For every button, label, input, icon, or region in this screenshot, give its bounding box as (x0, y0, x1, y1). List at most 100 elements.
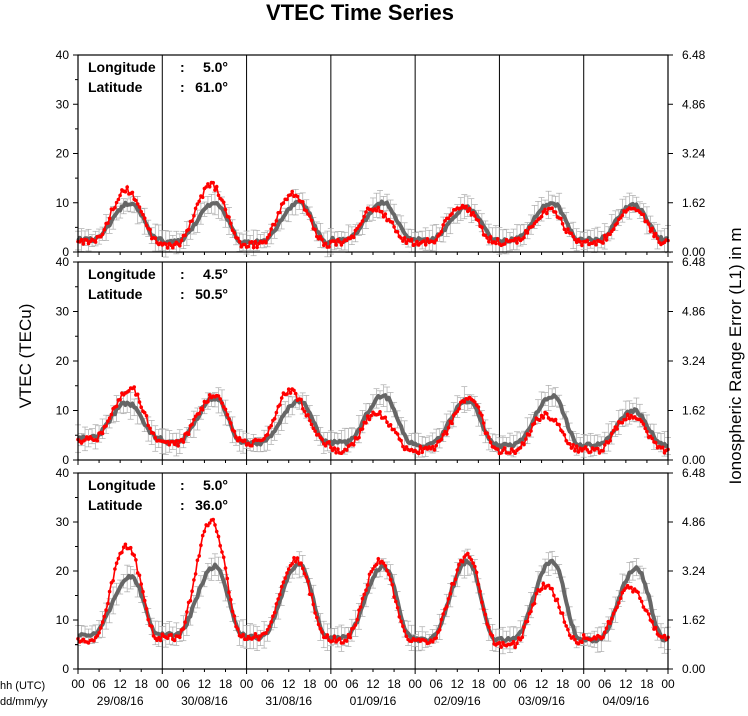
data-point (309, 218, 314, 223)
data-point (246, 244, 251, 249)
data-point (566, 227, 570, 231)
latitude-value: 36.0° (195, 497, 228, 513)
data-point (473, 400, 477, 404)
data-point (562, 620, 567, 624)
data-point (102, 614, 107, 619)
data-point (178, 635, 182, 639)
data-point (132, 385, 136, 389)
data-point (524, 437, 528, 441)
data-point (560, 222, 565, 226)
data-point (557, 422, 561, 427)
data-point (243, 438, 247, 443)
y-tick-label: 10 (56, 196, 70, 210)
data-point (292, 556, 296, 560)
data-point (441, 223, 446, 227)
data-point (320, 437, 324, 442)
data-point (135, 202, 140, 206)
data-point (214, 529, 219, 534)
y-tick-label: 30 (56, 515, 70, 529)
data-point (650, 226, 654, 231)
data-point (264, 240, 268, 245)
data-point (274, 410, 279, 415)
data-point (299, 397, 303, 402)
data-point (550, 586, 554, 591)
latitude-label: Latitude (88, 286, 143, 302)
data-point (573, 637, 577, 642)
data-point (615, 221, 619, 226)
y-tick-label: 20 (56, 147, 70, 161)
data-point (371, 567, 375, 571)
data-point (627, 416, 632, 421)
data-point (225, 576, 230, 581)
data-point (302, 409, 307, 414)
data-point (453, 577, 458, 581)
chart-title: VTEC Time Series (266, 0, 454, 25)
longitude-label: Longitude (88, 266, 156, 282)
plot-frame (77, 54, 669, 253)
data-point (323, 444, 328, 448)
data-point (332, 446, 337, 450)
data-point (127, 389, 131, 393)
data-point (460, 559, 465, 564)
data-point (585, 448, 589, 452)
data-point (316, 432, 321, 437)
data-point (638, 596, 642, 600)
data-point (232, 231, 237, 235)
data-point (207, 393, 212, 397)
data-point (624, 417, 628, 422)
data-point (185, 610, 189, 614)
right-tick-label: 3.24 (682, 564, 706, 578)
data-point (357, 608, 361, 612)
data-point (381, 561, 386, 565)
data-point (151, 431, 156, 436)
data-point (192, 214, 196, 218)
data-point (573, 237, 577, 242)
data-point (499, 451, 504, 455)
data-point (197, 554, 201, 558)
data-point (120, 550, 124, 555)
data-point (318, 626, 323, 631)
x-hour-label: 06 (261, 677, 275, 691)
data-point (557, 605, 561, 610)
data-point (404, 241, 409, 245)
data-point (539, 214, 544, 219)
x-hour-label: 12 (113, 677, 127, 691)
x-hour-label: 12 (282, 677, 296, 691)
data-point (351, 443, 356, 447)
longitude-label: Longitude (88, 59, 156, 75)
data-point (376, 205, 381, 210)
data-point (134, 558, 138, 562)
data-point (137, 400, 142, 404)
data-point (118, 397, 122, 402)
data-point (176, 444, 180, 448)
data-point (200, 195, 205, 200)
data-point (309, 592, 314, 597)
y-tick-label: 30 (56, 305, 70, 319)
data-point (337, 240, 342, 244)
data-point (301, 200, 305, 204)
x-hour-label: 18 (219, 677, 233, 691)
data-point (418, 444, 423, 449)
x-hour-label: 00 (324, 677, 338, 691)
data-point (169, 632, 173, 637)
data-point (471, 210, 475, 215)
data-point (111, 579, 115, 583)
data-point (525, 231, 530, 235)
data-point (220, 401, 224, 405)
data-point (232, 429, 237, 434)
right-tick-label: 1.62 (682, 613, 706, 627)
right-tick-label: 4.86 (682, 305, 706, 319)
data-point (380, 209, 384, 214)
data-point (559, 216, 563, 221)
data-point (562, 227, 567, 232)
data-point (315, 615, 319, 620)
data-point (153, 236, 158, 240)
data-point (243, 242, 247, 247)
data-point (522, 625, 526, 629)
data-point (481, 421, 486, 425)
data-point (581, 633, 586, 637)
data-point (653, 231, 658, 236)
data-point (295, 194, 300, 199)
x-hour-label: 12 (619, 677, 633, 691)
